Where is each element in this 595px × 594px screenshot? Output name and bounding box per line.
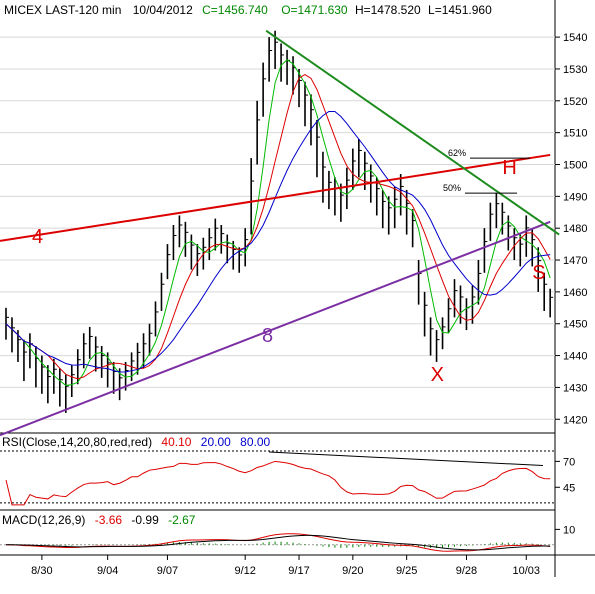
x-tick-label: 9/04 [97, 565, 118, 577]
retracement-label: 50% [443, 183, 461, 193]
svg-text:MICEX LAST-120 min 10/04/2: MICEX LAST-120 min 10/04/2012 C=1456.740… [4, 3, 492, 17]
rsi-trendline [269, 451, 544, 467]
trendline [0, 153, 551, 242]
price-tick-label: 1530 [563, 64, 587, 76]
svg-text:RSI(Close,14,20,80,red,red): RSI(Close,14,20,80,red,red) 40.10 20.00 … [2, 435, 271, 449]
rsi-tick-label: 45 [563, 482, 575, 494]
trendline [0, 220, 551, 437]
x-tick-label: 8/30 [31, 565, 52, 577]
price-tick-label: 1430 [563, 382, 587, 394]
pattern-label: X [431, 364, 444, 386]
retracement-label: 62% [448, 148, 466, 158]
price-tick-label: 1460 [563, 287, 587, 299]
macd-value-1: -3.66 [95, 513, 123, 527]
header-high: H=1478.520 [355, 3, 421, 17]
x-tick-label: 10/03 [512, 565, 540, 577]
macd-tick-label: 10 [563, 524, 575, 536]
header-low: L=1451.960 [428, 3, 492, 17]
price-gridlines [0, 36, 555, 420]
x-tick-label: 9/17 [288, 565, 309, 577]
macd-value-2: -0.99 [131, 513, 159, 527]
rsi-label: RSI(Close,14,20,80,red,red) [2, 435, 152, 449]
macd-panel: 10 [0, 524, 575, 552]
macd-value-3: -2.67 [168, 513, 196, 527]
x-axis-ticks: 8/30 9/04 9/07 9/12 9/17 9/20 9/25 9/28 10/03 [31, 555, 540, 577]
rsi-value-lower: 20.00 [201, 435, 231, 449]
price-tick-label: 1500 [563, 159, 587, 171]
x-tick-label: 9/28 [456, 565, 477, 577]
pattern-annotations: H S X [431, 157, 546, 386]
price-tick-label: 1520 [563, 96, 587, 108]
price-tick-label: 1440 [563, 351, 587, 363]
rsi-line [5, 460, 551, 506]
price-tick-label: 1420 [563, 414, 587, 426]
trendline-label: 4 [32, 226, 43, 248]
price-tick-label: 1510 [563, 128, 587, 140]
rsi-tick-label: 70 [563, 456, 575, 468]
price-tick-label: 1470 [563, 255, 587, 267]
moving-averages [5, 59, 551, 386]
x-tick-label: 9/12 [234, 565, 255, 577]
rsi-panel: 45 70 [0, 450, 575, 506]
svg-text:MACD(12,26,9) -3.66 -0: MACD(12,26,9) -3.66 -0.99 -2.67 [2, 513, 196, 527]
x-tick-label: 9/25 [396, 565, 417, 577]
x-tick-label: 9/20 [342, 565, 363, 577]
price-tick-label: 1490 [563, 191, 587, 203]
price-y-ticks: 1420 1430 1440 1450 1460 1470 1480 1490 1500 1510… [555, 32, 587, 426]
rsi-value-upper: 80.00 [240, 435, 270, 449]
macd-signal-line [5, 534, 551, 551]
pattern-label: S [532, 262, 545, 284]
moving-average-line [5, 73, 551, 380]
price-tick-label: 1450 [563, 319, 587, 331]
rsi-value-current: 40.10 [161, 435, 191, 449]
macd-label: MACD(12,26,9) [2, 513, 85, 527]
trendline-label: 8 [262, 325, 273, 347]
header-close: C=1456.740 [202, 3, 268, 17]
price-tick-label: 1480 [563, 223, 587, 235]
header-date: 10/04/2012 [133, 3, 193, 17]
retracement-lines: 62% 50% [443, 148, 530, 194]
price-tick-label: 1540 [563, 32, 587, 44]
x-tick-label: 9/07 [157, 565, 178, 577]
pattern-label: H [502, 157, 516, 179]
trendline [265, 29, 560, 236]
moving-average-line [5, 110, 551, 373]
header-symbol: MICEX LAST-120 min [4, 3, 121, 17]
header-open: O=1471.630 [281, 3, 348, 17]
trendlines: 48 [0, 29, 560, 437]
